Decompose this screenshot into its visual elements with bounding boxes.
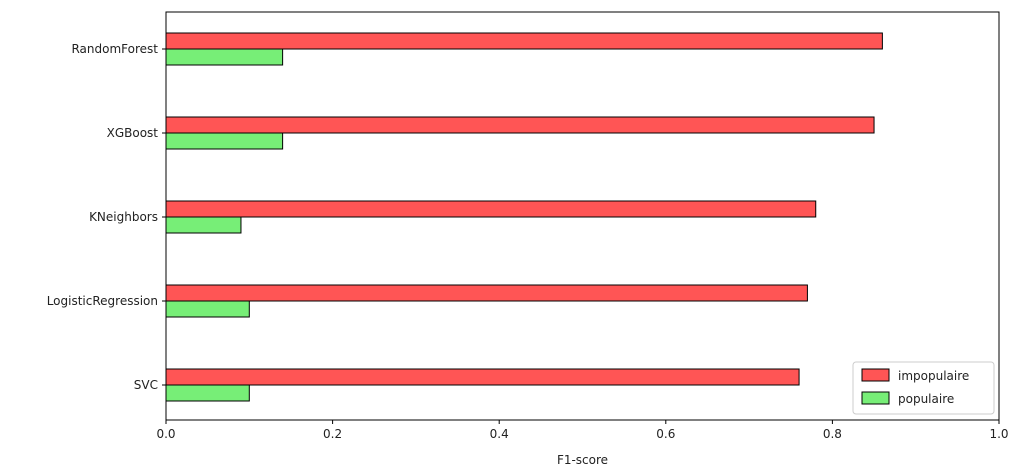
bar-impopulaire-randomforest [165, 32, 883, 50]
bar-populaire-kneighbors [165, 216, 242, 234]
bar-populaire-xgboost [165, 132, 284, 150]
bar-populaire-svc [165, 384, 250, 402]
y-tick-label: RandomForest [71, 42, 158, 56]
bar-impopulaire-kneighbors [165, 200, 817, 218]
bar-populaire-logisticregression [165, 300, 250, 318]
bar-impopulaire-logisticregression [165, 284, 808, 302]
y-tick-label: KNeighbors [89, 210, 158, 224]
legend-label-impopulaire: impopulaire [898, 369, 969, 383]
y-tick-label: XGBoost [107, 126, 159, 140]
x-tick-label: 0.6 [656, 427, 675, 441]
bar-impopulaire-xgboost [165, 116, 875, 134]
bars-layer [165, 32, 883, 402]
x-tick-label: 1.0 [989, 427, 1008, 441]
y-tick-label: LogisticRegression [47, 294, 158, 308]
legend-label-populaire: populaire [898, 392, 954, 406]
bar-populaire-randomforest [165, 48, 284, 66]
bar-impopulaire-svc [165, 368, 800, 386]
legend-swatch-populaire [861, 391, 890, 405]
x-tick-label: 0.2 [323, 427, 342, 441]
x-axis-label: F1-score [557, 453, 608, 467]
plot-frame [165, 11, 1000, 421]
legend-swatch-impopulaire [861, 368, 890, 382]
y-tick-label: SVC [134, 378, 158, 392]
x-tick-label: 0.0 [156, 427, 175, 441]
x-axis: 0.0 0.2 0.4 0.6 0.8 1.0 [156, 420, 1009, 441]
x-tick-label: 0.8 [823, 427, 842, 441]
legend: impopulaire populaire [852, 361, 995, 415]
x-tick-label: 0.4 [490, 427, 509, 441]
y-axis: RandomForest XGBoost KNeighbors LogisticReg… [47, 42, 166, 392]
